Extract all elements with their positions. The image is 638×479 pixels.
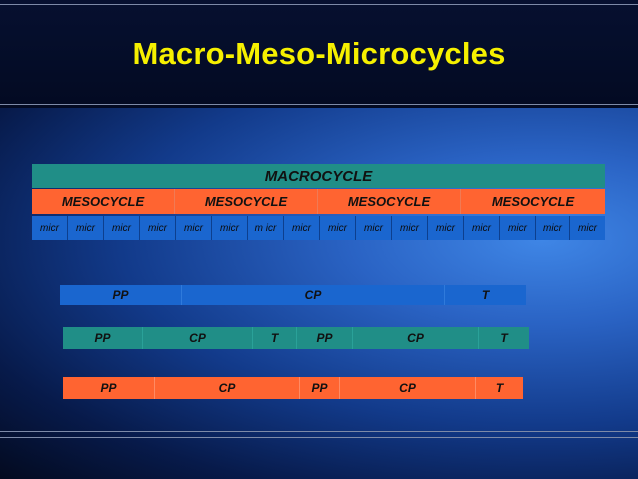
mesocycle-bar: MESOCYCLE MESOCYCLE MESOCYCLE MESOCYCLE [32,189,605,214]
periodization-row-single: PP CP T [60,285,526,305]
microcycle-cell: micr [578,222,597,234]
microcycle-cell: micr [428,216,464,240]
microcycle-cell: micr [68,216,104,240]
microcycle-cell: micr [284,216,320,240]
microcycle-bar: micr micr micr micr micr micr m icr micr… [32,216,605,240]
microcycle-cell: micr [212,216,248,240]
phase-cell: PP [63,327,143,349]
mesocycle-cell: MESOCYCLE [32,189,175,214]
microcycle-cell: micr [176,216,212,240]
bottom-rule [0,431,638,432]
microcycle-cell: micr [140,216,176,240]
phase-cell: T [253,327,297,349]
phase-cell: T [481,288,490,302]
phase-cell: T [495,381,504,395]
phase-cell: T [500,331,508,345]
phase-cell: CP [182,285,445,305]
mesocycle-cell: MESOCYCLE [491,194,575,209]
mesocycle-cell: MESOCYCLE [318,189,461,214]
periodization-row-double: PP CP T PP CP T [63,327,529,349]
top-rule [0,4,638,5]
microcycle-cell: m icr [248,216,284,240]
microcycle-cell: micr [536,216,570,240]
phase-cell: PP [300,377,340,399]
phase-cell: CP [353,327,479,349]
title-rule [0,104,638,105]
microcycle-cell: micr [392,216,428,240]
periodization-row-double-alt: PP CP PP CP T [63,377,523,399]
microcycle-cell: micr [320,216,356,240]
phase-cell: CP [155,377,300,399]
phase-cell: PP [60,285,182,305]
slide-title: Macro-Meso-Microcycles [132,36,506,71]
microcycle-cell: micr [32,216,68,240]
microcycle-cell: micr [356,216,392,240]
microcycle-cell: micr [464,216,500,240]
phase-cell: PP [63,377,155,399]
phase-cell: CP [143,327,253,349]
title-band [0,0,638,108]
phase-cell: CP [340,377,476,399]
macrocycle-bar: MACROCYCLE [32,164,605,188]
mesocycle-cell: MESOCYCLE [175,189,318,214]
microcycle-cell: micr [500,216,536,240]
macrocycle-label: MACROCYCLE [264,167,373,185]
bottom-rule-inner [0,437,638,438]
phase-cell: PP [297,327,353,349]
microcycle-cell: micr [104,216,140,240]
